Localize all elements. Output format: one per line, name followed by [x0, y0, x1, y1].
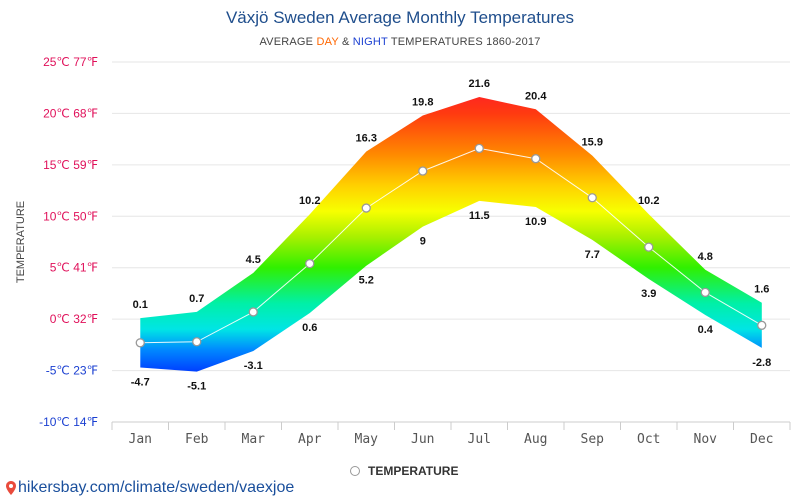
night-value-label: 10.9 [525, 216, 546, 228]
day-value-label: 15.9 [582, 137, 603, 149]
subtitle-night: NIGHT [352, 36, 388, 48]
day-value-label: 0.1 [133, 299, 148, 311]
temperature-point[interactable] [192, 337, 202, 347]
subtitle-prefix: AVERAGE [259, 36, 317, 48]
day-night-band [140, 97, 762, 372]
x-tick-label: Jan [129, 432, 152, 447]
day-value-label: 0.7 [189, 293, 204, 305]
temperature-point[interactable] [531, 154, 541, 164]
night-value-label: -5.1 [187, 381, 206, 393]
x-tick-label: Apr [298, 432, 322, 447]
y-tick-label: -10℃ 14℉ [39, 415, 98, 429]
day-value-label: 4.5 [246, 254, 261, 266]
y-axis-title: TEMPERATURE [15, 201, 27, 283]
y-tick-label: 15℃ 59℉ [43, 158, 98, 172]
y-tick-label: 10℃ 50℉ [43, 209, 98, 223]
day-value-label: 4.8 [698, 251, 713, 263]
temperature-point[interactable] [700, 287, 710, 298]
y-tick-label: -5℃ 23℉ [46, 364, 98, 378]
night-value-label: 0.6 [302, 322, 317, 334]
y-tick-label: 25℃ 77℉ [43, 55, 98, 69]
x-tick-label: Mar [242, 432, 266, 447]
temperature-point[interactable] [305, 258, 315, 269]
subtitle-suffix: TEMPERATURES 1860-2017 [387, 36, 541, 48]
day-value-label: 20.4 [525, 90, 547, 102]
night-value-label: -4.7 [131, 376, 150, 388]
day-value-label: 10.2 [638, 195, 659, 207]
night-value-label: 7.7 [585, 249, 600, 261]
temperature-point[interactable] [361, 203, 371, 213]
chart-title: Växjö Sweden Average Monthly Temperature… [225, 8, 575, 27]
y-tick-label: 0℃ 32℉ [50, 312, 98, 326]
temperature-point[interactable] [587, 193, 597, 203]
temperature-point[interactable] [418, 166, 428, 176]
night-value-label: 0.4 [698, 324, 714, 336]
temperature-point[interactable] [248, 307, 258, 317]
day-value-label: 16.3 [356, 132, 377, 144]
source-link-text[interactable]: hikersbay.com/climate/sweden/vaexjoe [18, 479, 295, 496]
legend-marker-icon [350, 466, 360, 476]
chart-subtitle: AVERAGE DAY & NIGHT TEMPERATURES 1860-20… [0, 36, 800, 48]
legend-label: TEMPERATURE [368, 464, 459, 478]
night-value-label: 5.2 [359, 275, 374, 287]
x-tick-label: May [355, 432, 379, 447]
night-value-label: 9 [420, 236, 426, 248]
y-tick-label: 20℃ 68℉ [43, 106, 98, 120]
day-value-label: 1.6 [754, 284, 769, 296]
source-link[interactable]: hikersbay.com/climate/sweden/vaexjoe [6, 479, 294, 497]
night-value-label: 3.9 [641, 288, 656, 300]
day-value-label: 19.8 [412, 96, 433, 108]
y-tick-label: 5℃ 41℉ [50, 261, 98, 275]
x-tick-label: Jun [411, 432, 434, 447]
temperature-point[interactable] [757, 320, 767, 330]
temperature-point[interactable] [474, 143, 484, 154]
x-tick-label: Sep [581, 432, 605, 447]
temperature-point[interactable] [644, 242, 654, 252]
x-tick-label: Dec [750, 432, 773, 447]
x-tick-label: Aug [524, 432, 547, 447]
night-value-label: -2.8 [752, 357, 771, 369]
x-tick-label: Oct [637, 432, 660, 447]
x-tick-label: Nov [694, 432, 718, 447]
day-value-label: 10.2 [299, 195, 320, 207]
chart-legend[interactable]: TEMPERATURE [350, 464, 458, 478]
x-tick-label: Feb [185, 432, 209, 447]
night-value-label: 11.5 [469, 210, 490, 222]
night-value-label: -3.1 [244, 360, 263, 372]
day-value-label: 21.6 [469, 78, 490, 90]
x-tick-label: Jul [468, 432, 491, 447]
subtitle-day: DAY [316, 36, 339, 48]
temperature-line [140, 147, 763, 344]
subtitle-amp: & [338, 36, 353, 48]
location-pin-icon [6, 481, 16, 495]
temperature-point[interactable] [135, 338, 145, 348]
